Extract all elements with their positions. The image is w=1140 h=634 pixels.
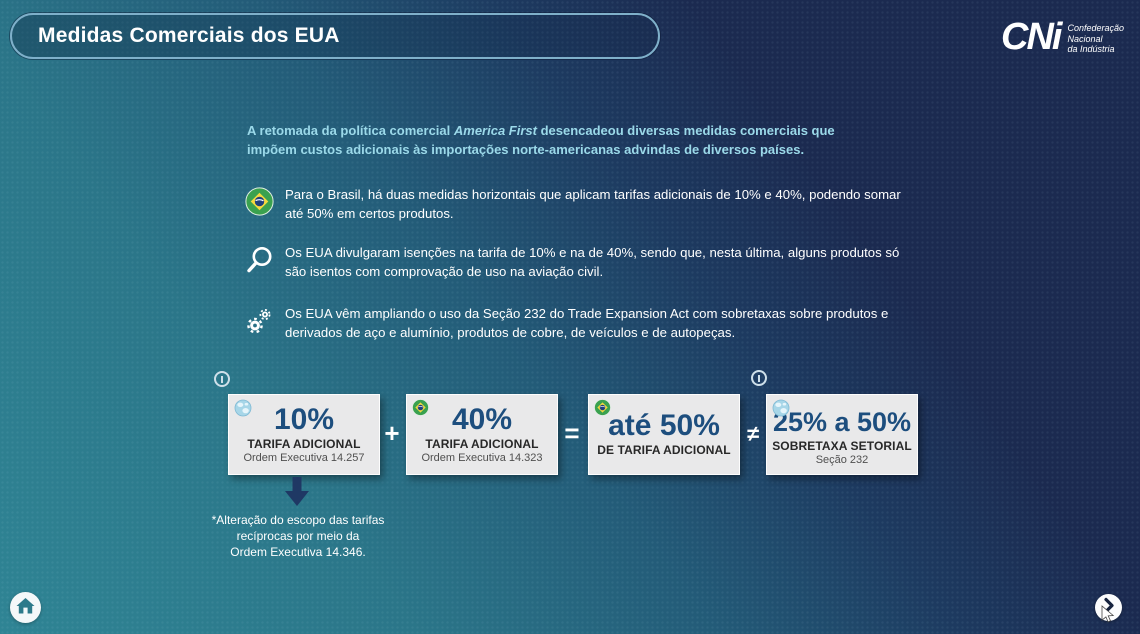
footnote: *Alteração do escopo das tarifas recípro…	[188, 512, 408, 560]
brazil-flag-icon	[412, 399, 429, 421]
bullet-brazil: Para o Brasil, há duas medidas horizonta…	[245, 186, 905, 223]
footnote-line: Ordem Executiva 14.346.	[230, 545, 366, 559]
tariff-label: TARIFA ADICIONAL	[425, 437, 539, 451]
cni-logo-text: CNi	[1001, 16, 1062, 58]
intro-text-before: A retomada da política comercial	[247, 123, 454, 138]
home-icon	[15, 596, 36, 620]
magnifier-icon	[245, 245, 279, 280]
page-title: Medidas Comerciais dos EUA	[38, 24, 340, 47]
not-equal-operator: ≠	[746, 421, 760, 446]
plus-operator: +	[384, 418, 400, 448]
bullet-exemptions: Os EUA divulgaram isenções na tarifa de …	[245, 244, 905, 281]
tariff-value: 10%	[273, 403, 335, 436]
home-button[interactable]	[10, 592, 41, 623]
brazil-flag-icon	[245, 187, 279, 221]
chevron-right-icon	[1095, 592, 1122, 624]
next-button[interactable]	[1095, 594, 1122, 621]
tariff-box-40: 40% TARIFA ADICIONAL Ordem Executiva 14.…	[406, 394, 558, 475]
intro-emphasis: America First	[453, 123, 537, 138]
tariff-sublabel: Seção 232	[815, 454, 869, 466]
equals-operator: =	[564, 418, 580, 448]
tariff-sublabel: Ordem Executiva 14.323	[421, 452, 543, 464]
tariff-box-sectoral: 25% a 50% SOBRETAXA SETORIAL Seção 232	[766, 394, 918, 475]
slide-title-bar: Medidas Comerciais dos EUA	[10, 13, 660, 59]
globe-icon	[234, 399, 252, 422]
bullet-section-232: Os EUA vêm ampliando o uso da Seção 232 …	[245, 305, 905, 342]
tariff-value: até 50%	[608, 409, 720, 442]
info-icon[interactable]	[751, 370, 767, 386]
cni-logo: CNi Confederação Nacional da Indústria	[1001, 18, 1124, 56]
bullet-text: Os EUA vêm ampliando o uso da Seção 232 …	[285, 306, 889, 340]
tariff-box-10: 10% TARIFA ADICIONAL Ordem Executiva 14.…	[228, 394, 380, 475]
footnote-line: recíprocas por meio da	[236, 529, 360, 543]
tariff-value: 40%	[451, 403, 513, 436]
tariff-label: TARIFA ADICIONAL	[247, 437, 361, 451]
globe-icon	[772, 399, 790, 422]
bullet-text: Os EUA divulgaram isenções na tarifa de …	[285, 245, 900, 279]
tariff-label: SOBRETAXA SETORIAL	[772, 439, 912, 453]
tariff-label: DE TARIFA ADICIONAL	[597, 443, 731, 457]
bullet-text: Para o Brasil, há duas medidas horizonta…	[285, 187, 901, 221]
down-arrow-icon	[284, 477, 310, 512]
tariff-value: 25% a 50%	[772, 407, 912, 437]
intro-text-after: desencadeou diversas medidas comerciais …	[247, 123, 835, 157]
brazil-flag-icon	[594, 399, 611, 421]
info-icon[interactable]	[214, 371, 230, 387]
intro-paragraph: A retomada da política comercial America…	[247, 121, 847, 159]
cni-logo-tagline: Confederação Nacional da Indústria	[1067, 23, 1124, 54]
footnote-line: *Alteração do escopo das tarifas	[211, 513, 385, 527]
tariff-sublabel: Ordem Executiva 14.257	[243, 452, 365, 464]
gears-icon	[245, 306, 279, 341]
tariff-box-total: até 50% DE TARIFA ADICIONAL	[588, 394, 740, 475]
